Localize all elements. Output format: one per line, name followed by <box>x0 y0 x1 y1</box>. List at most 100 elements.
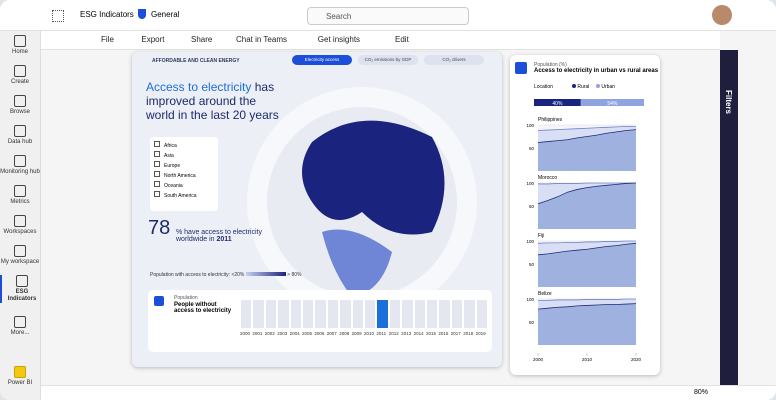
app-name[interactable]: ESG Indicators <box>80 10 134 19</box>
region-option[interactable]: Oceania <box>154 181 214 191</box>
side-charts: 40% 54% Philippines 50 100 Morocco 50 100 Fiji 50… <box>526 99 644 362</box>
timeline-bar[interactable] <box>315 300 326 328</box>
nav-item[interactable]: Workspaces <box>0 215 40 236</box>
legend-label: Population with access to electricity: <box>150 272 231 278</box>
filters-pane[interactable]: Filters <box>720 50 738 385</box>
nav-label: Workspaces <box>3 229 37 235</box>
section-label: AFFORDABLE AND CLEAN ENERGY <box>152 58 240 64</box>
nav-label: Metrics <box>10 199 30 205</box>
timeline-bar[interactable] <box>327 300 339 328</box>
legend-rural: Rural <box>572 84 589 90</box>
region-option[interactable]: Asia <box>154 151 214 161</box>
checkbox <box>154 151 160 157</box>
headline-highlight: Access to electricity <box>146 80 252 94</box>
timeline-bar[interactable] <box>241 300 252 328</box>
line-urban <box>537 240 636 244</box>
region-option[interactable]: Africa <box>154 141 214 151</box>
region-option[interactable]: South America <box>154 191 214 201</box>
report-tab[interactable]: CO₂ emissions by GDP <box>358 55 418 65</box>
stat-value: 78 <box>148 217 171 239</box>
nav-item[interactable]: Metrics <box>0 185 40 206</box>
timeline-bar[interactable] <box>303 300 314 328</box>
y-tick-label: 50 <box>529 262 535 267</box>
toolbar-button[interactable]: Share <box>191 35 213 44</box>
checkbox <box>154 161 160 167</box>
nav-item[interactable]: Browse <box>0 95 40 116</box>
year-label: 2003 <box>277 331 288 336</box>
year-label: 2011 <box>376 331 387 336</box>
report-tab[interactable]: CO₂ drivers <box>424 55 484 65</box>
timeline-bar[interactable] <box>439 300 450 328</box>
year-label: 2016 <box>438 331 449 336</box>
region-filter: Africa Asia Europe North America Oceania Sout… <box>150 137 218 211</box>
nav-item[interactable]: Monitoring hub <box>0 155 40 176</box>
timeline-bar[interactable] <box>377 300 388 328</box>
region-label: Africa <box>164 143 177 149</box>
y-tick-label: 100 <box>526 123 534 128</box>
search-box[interactable]: Search <box>307 7 469 25</box>
workspace[interactable]: General <box>151 10 180 19</box>
zoom-level: 80% <box>694 389 709 396</box>
year-label: 2007 <box>326 331 337 336</box>
nav-item[interactable]: ESG Indicators <box>0 275 42 303</box>
timeline-bar[interactable] <box>365 300 376 328</box>
x-tick-label: 2000 <box>533 357 544 362</box>
nav-icon <box>14 215 26 227</box>
left-nav: Home Create Browse Data hub Monitoring hub Me… <box>0 31 41 400</box>
timeline-bar[interactable] <box>476 300 487 328</box>
nav-label: Home <box>11 49 28 55</box>
region-label: Europe <box>164 163 181 169</box>
nav-label: More... <box>10 330 30 336</box>
globe <box>247 87 477 317</box>
timeline-bar[interactable] <box>253 300 264 328</box>
region-option[interactable]: Europe <box>154 161 214 171</box>
report-tab[interactable]: Electricity access <box>292 55 352 65</box>
area-rural <box>538 303 636 345</box>
y-tick-label: 50 <box>529 320 535 325</box>
timeline-bar[interactable] <box>352 300 363 328</box>
nav-item[interactable]: More... <box>0 316 40 337</box>
timeline-bar[interactable] <box>402 300 413 328</box>
timeline-bar[interactable] <box>464 300 475 328</box>
timeline-bar[interactable] <box>290 300 301 328</box>
year-label: 2015 <box>426 331 437 336</box>
legend-low: <20% <box>231 272 245 278</box>
timeline-bar[interactable] <box>265 300 277 328</box>
headline-rest: has improved around the world in the las… <box>146 80 279 122</box>
toolbar-button[interactable]: Export <box>141 35 165 44</box>
panel-title: Access to electricity in urban vs rural … <box>534 68 659 74</box>
x-tick-label: 2010 <box>582 357 593 362</box>
year-label: 2010 <box>364 331 375 336</box>
toolbar-button[interactable]: Edit <box>395 35 409 44</box>
nav-label: Power BI <box>7 380 33 386</box>
nav-item[interactable]: Data hub <box>0 125 40 146</box>
timeline-bar[interactable] <box>278 300 289 328</box>
nav-item[interactable]: Create <box>0 65 40 86</box>
nav-item[interactable]: My workspace <box>0 245 40 266</box>
year-label: 2017 <box>450 331 461 336</box>
region-option[interactable]: North America <box>154 171 214 181</box>
timeline-bar[interactable] <box>427 300 438 328</box>
panel-title: Philippines <box>538 117 563 123</box>
bar-label: 54% <box>607 101 618 107</box>
app-launcher[interactable] <box>52 10 64 22</box>
location-label: Location <box>534 84 553 90</box>
y-tick-label: 50 <box>529 204 535 209</box>
toolbar-button[interactable]: File <box>101 35 114 44</box>
checkbox <box>154 181 160 187</box>
x-tick-label: 2020 <box>631 357 642 362</box>
legend-high: > 80% <box>287 272 302 278</box>
timeline-bar[interactable] <box>451 300 463 328</box>
toolbar-button[interactable]: Chat in Teams <box>236 35 287 44</box>
timeline-bar[interactable] <box>414 300 425 328</box>
nav-item[interactable]: Home <box>0 35 40 56</box>
nav-icon <box>14 245 26 257</box>
checkbox <box>154 171 160 177</box>
toolbar-button[interactable]: Get insights <box>317 35 361 44</box>
timeline-bar[interactable] <box>340 300 351 328</box>
avatar[interactable] <box>712 5 732 25</box>
timeline-bar[interactable] <box>389 300 401 328</box>
line-rural <box>537 129 637 143</box>
nav-item[interactable]: Power BI <box>0 366 40 387</box>
region-label: Asia <box>164 153 174 159</box>
